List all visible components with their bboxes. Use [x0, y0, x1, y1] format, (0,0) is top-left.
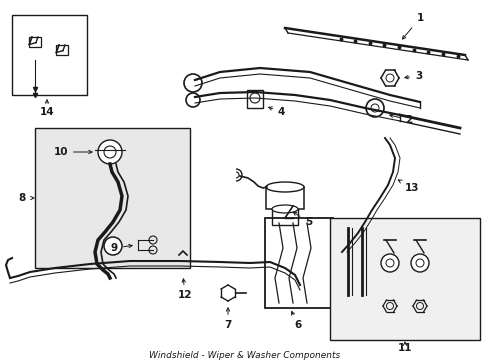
Bar — [271, 209, 297, 225]
Text: 6: 6 — [291, 311, 301, 330]
Bar — [329, 218, 479, 340]
Bar — [29, 37, 41, 47]
Ellipse shape — [265, 182, 304, 192]
Text: 2: 2 — [389, 114, 411, 125]
Text: 5: 5 — [293, 212, 312, 227]
Text: 7: 7 — [224, 308, 231, 330]
Circle shape — [98, 140, 122, 164]
Text: 1: 1 — [402, 13, 423, 39]
Bar — [12, 15, 87, 95]
Ellipse shape — [271, 205, 297, 213]
Bar — [264, 218, 332, 308]
Text: 9: 9 — [111, 243, 132, 253]
Bar — [265, 187, 304, 209]
Text: 11: 11 — [397, 343, 411, 353]
Circle shape — [410, 254, 428, 272]
Text: 14: 14 — [40, 107, 54, 117]
Text: 13: 13 — [398, 180, 419, 193]
Circle shape — [104, 237, 122, 255]
Text: Windshield - Wiper & Washer Components: Windshield - Wiper & Washer Components — [148, 351, 340, 360]
Bar — [35, 128, 190, 268]
Bar — [56, 45, 68, 55]
Text: 4: 4 — [268, 107, 285, 117]
Text: 3: 3 — [404, 71, 421, 81]
Bar — [246, 90, 263, 108]
Circle shape — [380, 254, 398, 272]
Text: 8: 8 — [19, 193, 25, 203]
Text: 12: 12 — [177, 279, 192, 300]
Text: 10: 10 — [53, 147, 92, 157]
